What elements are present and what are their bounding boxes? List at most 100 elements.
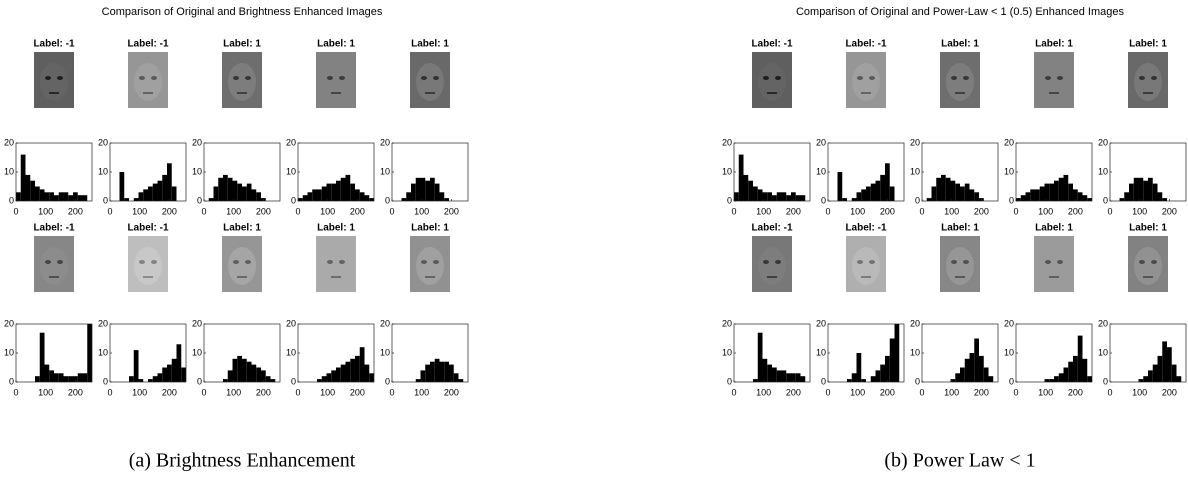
histogram-bar (317, 379, 322, 382)
y-tick-label: 0 (1009, 376, 1014, 386)
histogram-bar (444, 361, 449, 382)
histogram-bar (955, 373, 960, 382)
face-shape (134, 247, 162, 285)
face-eye (151, 76, 157, 80)
y-tick-label: 0 (103, 376, 108, 386)
face-shape (852, 247, 880, 285)
face-eye (951, 76, 957, 80)
x-tick-label: 200 (1162, 206, 1177, 216)
histogram-bar (1162, 198, 1167, 201)
face-eye (963, 76, 969, 80)
face-mouth (1049, 276, 1059, 278)
x-tick-label: 0 (1013, 206, 1018, 216)
histogram-bar (63, 192, 69, 201)
histogram-bar (1087, 198, 1092, 201)
y-tick-label: 20 (910, 137, 920, 147)
histogram-bar (54, 195, 59, 201)
histogram-bar (800, 195, 806, 201)
histogram-bar (1138, 177, 1144, 201)
histogram-bar (781, 370, 787, 382)
x-tick-label: 200 (162, 387, 177, 397)
face-shape (322, 63, 350, 101)
face-shape (1040, 63, 1068, 101)
histogram-bar (256, 192, 261, 201)
histogram-bar (950, 180, 956, 201)
y-tick-label: 20 (1098, 318, 1108, 328)
y-tick-label: 20 (192, 318, 202, 328)
face-eye (339, 76, 345, 80)
histogram-bar (49, 192, 54, 201)
x-tick-label: 100 (414, 206, 429, 216)
face-mouth (143, 276, 153, 278)
histogram-bar (767, 192, 772, 201)
histogram-bar (345, 174, 351, 201)
y-tick-label: 20 (910, 318, 920, 328)
histogram-bar (1124, 192, 1129, 201)
histogram-bar (1167, 347, 1172, 382)
x-tick-label: 0 (107, 206, 112, 216)
histogram-bar (223, 379, 228, 382)
y-tick-label: 10 (4, 347, 14, 357)
histogram-bar (364, 364, 370, 382)
face-eye (327, 76, 333, 80)
x-tick-label: 200 (974, 206, 989, 216)
face-mouth (425, 92, 435, 94)
face-mouth (425, 276, 435, 278)
histogram-bar (317, 189, 322, 201)
histogram-bar (960, 367, 965, 382)
y-tick-label: 0 (385, 195, 390, 205)
x-tick-label: 0 (1013, 387, 1018, 397)
histogram-bar (16, 192, 21, 201)
y-tick-label: 20 (4, 137, 14, 147)
x-tick-label: 100 (944, 387, 959, 397)
histogram-bar (171, 358, 177, 382)
image-label: Label: 1 (1129, 223, 1167, 234)
histogram-bar (430, 361, 435, 382)
histogram-bar (425, 180, 430, 201)
x-tick-label: 100 (320, 387, 335, 397)
histogram-bar (837, 172, 843, 201)
y-tick-label: 20 (816, 318, 826, 328)
histogram-bar (369, 198, 374, 201)
x-tick-label: 100 (850, 387, 865, 397)
x-tick-label: 0 (295, 206, 300, 216)
histogram-bar (1044, 379, 1050, 382)
y-tick-label: 10 (192, 166, 202, 176)
x-tick-label: 200 (786, 387, 801, 397)
histogram-bar (870, 183, 876, 201)
histogram-bar (44, 192, 50, 201)
histogram-bar (35, 186, 40, 201)
histogram-bar (1073, 189, 1078, 201)
histogram-bar (791, 373, 796, 382)
y-tick-label: 10 (380, 347, 390, 357)
histogram-bar (321, 186, 327, 201)
histogram-bar (58, 192, 64, 201)
histogram-bar (753, 379, 758, 382)
image-label: Label: 1 (1035, 39, 1073, 50)
histogram-bar (415, 379, 421, 382)
y-tick-label: 0 (103, 195, 108, 205)
image-label: Label: 1 (941, 223, 979, 234)
histogram-bar (218, 177, 223, 201)
face-mouth (143, 92, 153, 94)
image-label: Label: 1 (317, 39, 355, 50)
image-label: Label: -1 (845, 39, 887, 50)
histogram-bar (124, 198, 129, 201)
histogram-bar (1082, 195, 1088, 201)
histogram-bar (232, 180, 238, 201)
y-tick-label: 0 (385, 376, 390, 386)
histogram-bar (227, 177, 233, 201)
y-tick-label: 20 (380, 137, 390, 147)
histogram-bar (133, 198, 139, 201)
histogram-bar (401, 198, 407, 201)
y-tick-label: 0 (1009, 195, 1014, 205)
histogram-bar (1049, 183, 1054, 201)
face-mouth (767, 276, 777, 278)
face-mouth (861, 276, 871, 278)
y-tick-label: 20 (380, 318, 390, 328)
image-label: Label: 1 (411, 223, 449, 234)
y-tick-label: 20 (192, 137, 202, 147)
histogram-bar (331, 370, 336, 382)
x-tick-label: 0 (1107, 387, 1112, 397)
histogram-bar (68, 376, 73, 382)
